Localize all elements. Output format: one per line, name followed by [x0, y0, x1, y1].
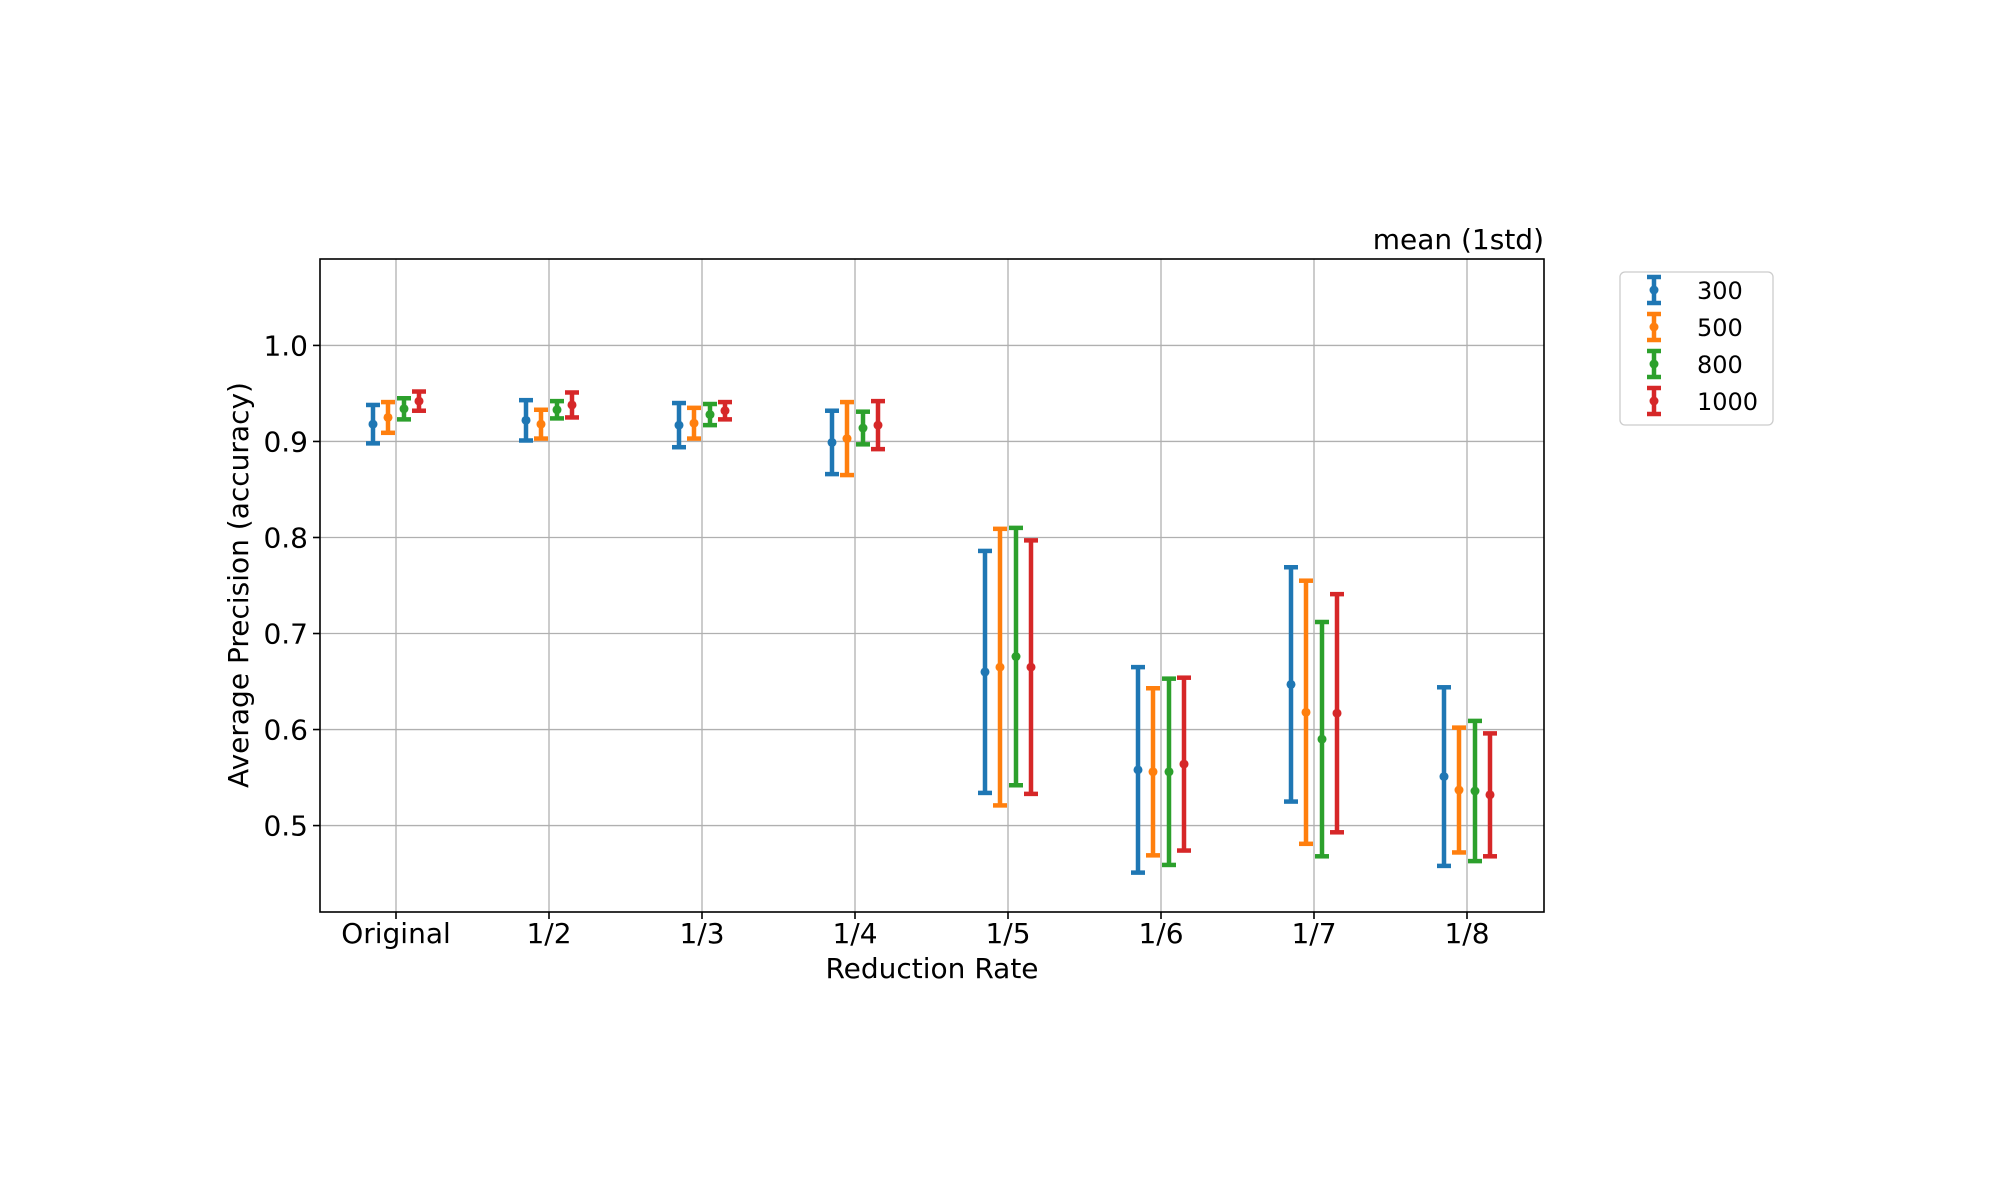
legend-marker [1649, 359, 1659, 369]
mean-point [1286, 679, 1296, 689]
mean-point [552, 405, 562, 415]
mean-point [1301, 707, 1311, 717]
series-1000 [412, 389, 1497, 859]
y-tick-label: 1.0 [263, 329, 308, 362]
mean-point [383, 412, 393, 422]
mean-point [521, 415, 531, 425]
mean-point [399, 404, 409, 414]
plot-data [366, 389, 1497, 875]
legend-entry-300: 300 [1647, 274, 1743, 306]
mean-point [1133, 765, 1143, 775]
mean-point [705, 410, 715, 420]
legend-entry-1000: 1000 [1647, 385, 1758, 417]
mean-point [414, 396, 424, 406]
ticks: Original 1/2 1/3 1/4 1/5 1/6 1/7 1/8 0.5 0.6 0.7 0.… [263, 329, 1489, 950]
mean-point [873, 420, 883, 430]
mean-point [720, 406, 730, 416]
mean-point [368, 419, 378, 429]
x-tick-label: 1/3 [679, 917, 724, 950]
legend-entry-500: 500 [1647, 311, 1743, 343]
legend-label: 300 [1697, 277, 1743, 305]
mean-point [980, 667, 990, 677]
legend: 300 500 800 1000 [1619, 271, 1774, 426]
mean-point [1470, 786, 1480, 796]
x-tick-label: 1/5 [985, 917, 1030, 950]
mean-point [1332, 708, 1342, 718]
legend-label: 500 [1697, 314, 1743, 342]
y-tick-label: 0.6 [263, 714, 308, 747]
legend-marker [1649, 396, 1659, 406]
y-axis-label: Average Precision (accuracy) [222, 382, 255, 788]
x-axis-label: Reduction Rate [825, 952, 1038, 985]
plot-frame [319, 258, 1545, 913]
x-tick-label: 1/7 [1291, 917, 1336, 950]
mean-point [1179, 759, 1189, 769]
x-tick-label: 1/2 [526, 917, 571, 950]
legend-entry-800: 800 [1647, 348, 1743, 380]
mean-point [1317, 734, 1327, 744]
series-500 [381, 399, 1466, 858]
x-tick-label: Original [341, 917, 451, 950]
legend-marker [1649, 285, 1659, 295]
series-300 [366, 397, 1451, 875]
legend-label: 1000 [1697, 388, 1758, 416]
mean-point [995, 662, 1005, 672]
mean-point [1439, 772, 1449, 782]
legend-marker [1649, 322, 1659, 332]
mean-point [689, 418, 699, 428]
mean-point [1164, 767, 1174, 777]
mean-point [827, 437, 837, 447]
mean-point [1454, 785, 1464, 795]
y-tick-label: 0.7 [263, 618, 308, 651]
series-800 [397, 395, 1482, 868]
chart-title: mean (1std) [1373, 223, 1544, 256]
mean-point [1011, 652, 1021, 662]
mean-point [1485, 790, 1495, 800]
x-tick-label: 1/8 [1444, 917, 1489, 950]
mean-point [1026, 662, 1036, 672]
legend-label: 800 [1697, 351, 1743, 379]
y-tick-label: 0.8 [263, 521, 308, 554]
mean-point [858, 423, 868, 433]
grid [320, 259, 1544, 912]
x-tick-label: 1/6 [1138, 917, 1183, 950]
mean-point [674, 420, 684, 430]
y-tick-label: 0.9 [263, 425, 308, 458]
x-tick-label: 1/4 [832, 917, 877, 950]
mean-point [567, 400, 577, 410]
mean-point [842, 434, 852, 444]
mean-point [536, 419, 546, 429]
y-tick-label: 0.5 [263, 810, 308, 843]
mean-point [1148, 767, 1158, 777]
